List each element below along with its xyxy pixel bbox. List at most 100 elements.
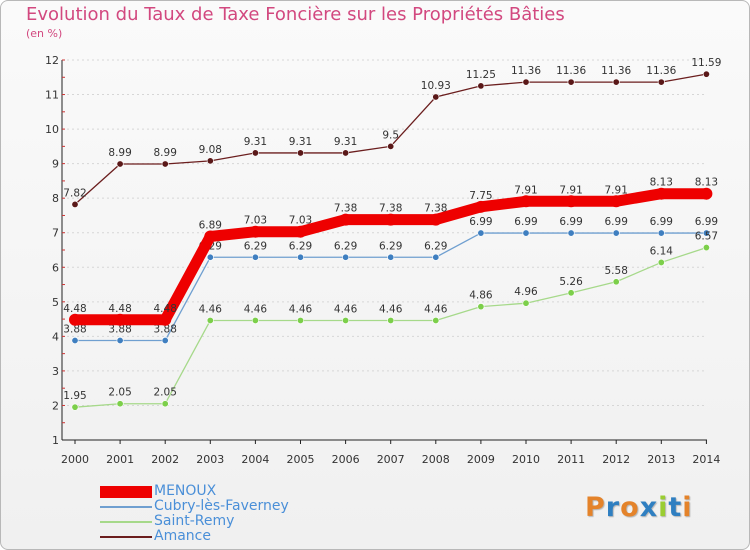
legend-label: MENOUX — [154, 483, 217, 499]
data-label: 4.48 — [108, 303, 131, 315]
data-point — [567, 289, 575, 297]
x-tick-label: 2004 — [241, 453, 269, 466]
logo-letter: t — [668, 492, 683, 523]
y-tick-label: 11 — [45, 89, 59, 102]
x-tick-label: 2012 — [602, 453, 630, 466]
data-point — [387, 253, 395, 261]
data-label: 4.46 — [289, 303, 313, 315]
data-label: 6.99 — [469, 216, 492, 228]
data-label: 11.59 — [691, 57, 721, 69]
data-point — [702, 70, 710, 78]
data-point — [342, 149, 350, 157]
data-point — [700, 187, 713, 200]
data-label: 8.13 — [695, 177, 718, 189]
data-label: 6.29 — [379, 240, 402, 252]
data-label: 6.99 — [559, 216, 582, 228]
data-point — [477, 229, 485, 237]
data-point — [612, 278, 620, 286]
logo-letter: i — [682, 492, 693, 523]
data-label: 11.36 — [556, 65, 586, 77]
data-label: 9.5 — [382, 129, 399, 141]
data-point — [657, 258, 665, 266]
data-point — [161, 160, 169, 168]
legend-swatch — [100, 536, 152, 538]
data-label: 8.99 — [154, 147, 177, 159]
data-label: 7.38 — [424, 203, 447, 215]
data-label: 2.05 — [154, 387, 177, 399]
data-label: 11.36 — [601, 65, 631, 77]
data-label: 6.89 — [199, 220, 222, 232]
data-label: 4.86 — [469, 290, 493, 302]
data-point — [69, 313, 81, 326]
x-tick-label: 2002 — [151, 453, 179, 466]
data-label: 7.38 — [334, 203, 357, 215]
logo-letter: P — [585, 492, 606, 523]
y-tick-label: 12 — [45, 54, 59, 67]
data-label: 8.99 — [108, 147, 131, 159]
data-point — [567, 229, 575, 237]
data-label: 4.46 — [334, 303, 358, 315]
data-point — [522, 78, 530, 86]
data-point — [294, 225, 307, 238]
legend-label: Amance — [154, 528, 211, 544]
data-label: 3.88 — [63, 324, 86, 336]
data-label: 5.58 — [605, 265, 628, 277]
y-tick-label: 5 — [52, 296, 59, 309]
data-point — [204, 230, 217, 243]
data-point — [432, 93, 440, 101]
logo-letter: x — [639, 492, 659, 523]
data-label: 4.46 — [424, 303, 448, 315]
legend-label: Cubry-lès-Faverney — [154, 498, 289, 514]
data-label: 2.05 — [108, 387, 131, 399]
data-label: 11.25 — [466, 69, 496, 81]
data-point — [522, 229, 530, 237]
data-label: 9.08 — [199, 144, 222, 156]
data-point — [251, 253, 259, 261]
data-point — [206, 253, 214, 261]
data-label: 4.48 — [63, 303, 86, 315]
data-point — [432, 253, 440, 261]
y-tick-label: 2 — [52, 399, 59, 412]
data-point — [116, 400, 124, 408]
y-tick-label: 10 — [45, 123, 59, 136]
data-label: 6.99 — [605, 216, 628, 228]
legend-swatch — [100, 486, 152, 498]
data-point — [161, 400, 169, 408]
y-tick-label: 4 — [52, 330, 59, 343]
data-point — [342, 253, 350, 261]
data-point — [116, 337, 124, 345]
data-label: 7.03 — [244, 215, 267, 227]
data-label: 9.31 — [289, 136, 312, 148]
data-label: 10.93 — [421, 80, 451, 92]
data-point — [249, 225, 262, 238]
data-point — [384, 213, 397, 226]
data-point — [522, 299, 530, 307]
data-point — [565, 195, 578, 208]
x-tick-label: 2003 — [196, 453, 224, 466]
x-tick-label: 2009 — [467, 453, 495, 466]
data-label: 3.88 — [154, 324, 177, 336]
data-point — [251, 149, 259, 157]
data-point — [610, 195, 623, 208]
data-label: 6.99 — [514, 216, 537, 228]
legend-label: Saint-Remy — [154, 513, 235, 529]
y-tick-label: 7 — [52, 227, 59, 240]
data-label: 8.13 — [650, 177, 673, 189]
chart-title: Evolution du Taux de Taxe Foncière sur l… — [26, 4, 565, 25]
data-label: 4.46 — [244, 303, 268, 315]
data-point — [477, 82, 485, 90]
logo-letter: i — [658, 492, 669, 523]
legend-swatch — [100, 521, 152, 523]
logo-letter: r — [605, 492, 621, 523]
data-point — [387, 142, 395, 150]
proxiti-logo[interactable]: Proxiti — [585, 492, 693, 523]
x-tick-label: 2005 — [287, 453, 315, 466]
data-point — [116, 160, 124, 168]
data-point — [429, 213, 442, 226]
data-point — [339, 213, 352, 226]
y-axis-unit: (en %) — [26, 27, 63, 40]
y-tick-label: 8 — [52, 192, 59, 205]
data-point — [702, 229, 710, 237]
